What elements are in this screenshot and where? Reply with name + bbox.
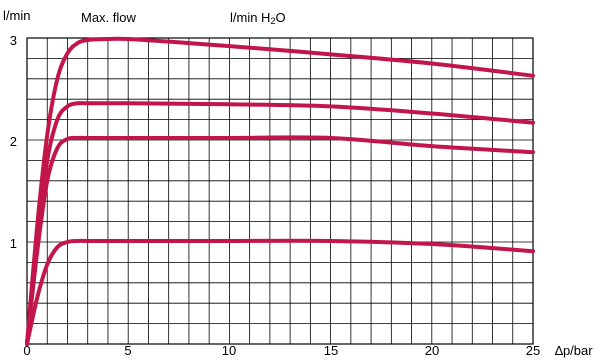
series-line [25, 36, 535, 346]
x-tick-label: 5 [124, 343, 132, 358]
chart-subtitle: l/min H2O [230, 10, 286, 27]
x-axis-label: ∆p/bar [555, 343, 593, 358]
x-tick-label: 10 [221, 343, 237, 358]
y-tick-label: 3 [9, 33, 17, 48]
y-tick-label: 2 [9, 134, 17, 149]
x-tick-label: 20 [424, 343, 440, 358]
y-tick-label: 1 [9, 236, 17, 251]
x-tick-label: 25 [525, 343, 541, 358]
series-line [25, 135, 535, 346]
y-axis-label: l/min [3, 8, 31, 23]
chart-title: Max. flow [81, 10, 136, 25]
x-tick-label: 15 [323, 343, 339, 358]
series-line [25, 238, 535, 346]
series-layer [25, 36, 535, 346]
x-tick-label: 0 [23, 343, 31, 358]
grid [27, 38, 533, 344]
series-line [25, 101, 535, 346]
plot-frame [26, 37, 534, 345]
